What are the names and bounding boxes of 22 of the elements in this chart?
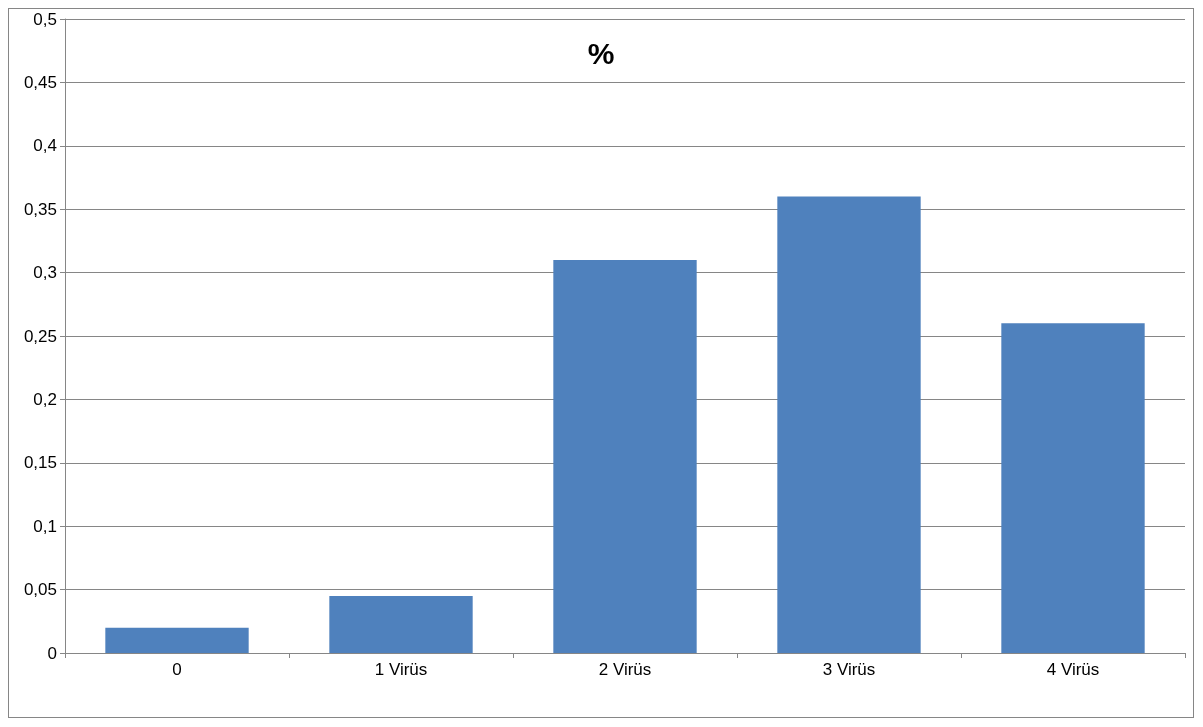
x-tick-label: 4 Virüs [1046,660,1100,679]
bar [777,196,921,653]
y-tick-label: 0,2 [33,389,57,409]
x-tick-label: 2 Virüs [598,660,652,679]
y-tick-label: 0,05 [23,580,57,600]
bar [329,595,473,653]
x-tick-label: 3 Virüs [822,660,876,679]
y-tick-label: 0,15 [23,453,57,473]
y-tick-label: 0,5 [33,9,57,29]
x-tick-label: 0 [172,660,182,679]
text: % [587,36,615,70]
y-tick-label: 0,3 [33,263,57,283]
bar [1001,323,1145,653]
y-tick-label: 0,25 [23,326,57,346]
bar [105,627,249,653]
y-tick-label: 0,45 [23,72,57,92]
x-tick-label: 1 Virüs [374,660,428,679]
y-tick-label: 0 [47,643,57,663]
y-tick-label: 0,4 [33,136,57,156]
y-tick-label: 0,1 [33,516,57,536]
bar [553,259,697,653]
y-tick-label: 0,35 [23,199,57,219]
